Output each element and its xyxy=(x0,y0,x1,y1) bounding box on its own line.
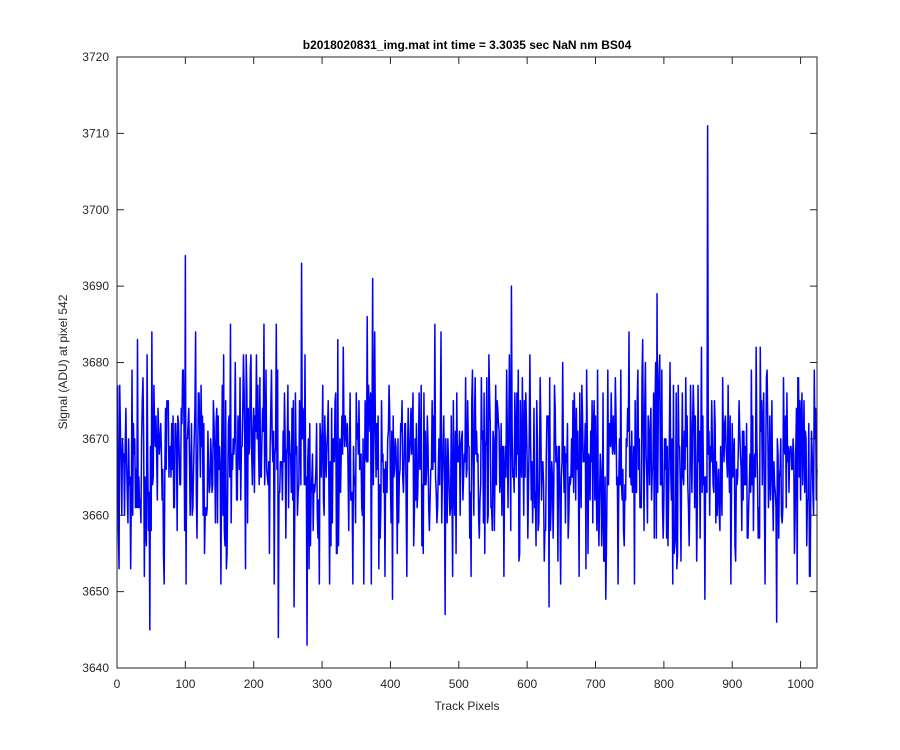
y-axis: 3640 3650 3660 3670 3680 3690 3700 3710 3720 xyxy=(82,50,817,675)
y-tick-label: 3690 xyxy=(82,279,109,293)
y-tick-label: 3640 xyxy=(82,661,109,675)
x-tick-label: 200 xyxy=(244,677,264,691)
x-tick-label: 600 xyxy=(517,677,537,691)
x-tick-label: 0 xyxy=(114,677,121,691)
y-tick-label: 3670 xyxy=(82,432,109,446)
y-tick-label: 3650 xyxy=(82,585,109,599)
x-tick-label: 800 xyxy=(654,677,674,691)
axes-background xyxy=(117,57,817,668)
chart-title: b2018020831_img.mat int time = 3.3035 se… xyxy=(303,38,632,52)
x-tick-label: 1000 xyxy=(787,677,814,691)
y-axis-label: Signal (ADU) at pixel 542 xyxy=(56,294,70,429)
x-tick-label: 300 xyxy=(312,677,332,691)
plot-area xyxy=(117,57,817,668)
x-tick-label: 100 xyxy=(175,677,195,691)
y-tick-label: 3700 xyxy=(82,203,109,217)
y-tick-label: 3660 xyxy=(82,508,109,522)
x-axis: 0 100 200 300 400 500 600 700 800 900 1000 xyxy=(114,57,814,691)
y-tick-label: 3680 xyxy=(82,356,109,370)
x-tick-label: 900 xyxy=(722,677,742,691)
x-tick-label: 700 xyxy=(586,677,606,691)
y-tick-label: 3710 xyxy=(82,126,109,140)
x-axis-label: Track Pixels xyxy=(435,699,500,713)
x-tick-label: 500 xyxy=(449,677,469,691)
signal-series-line xyxy=(116,124,818,646)
x-tick-label: 400 xyxy=(380,677,400,691)
y-tick-label: 3720 xyxy=(82,50,109,64)
